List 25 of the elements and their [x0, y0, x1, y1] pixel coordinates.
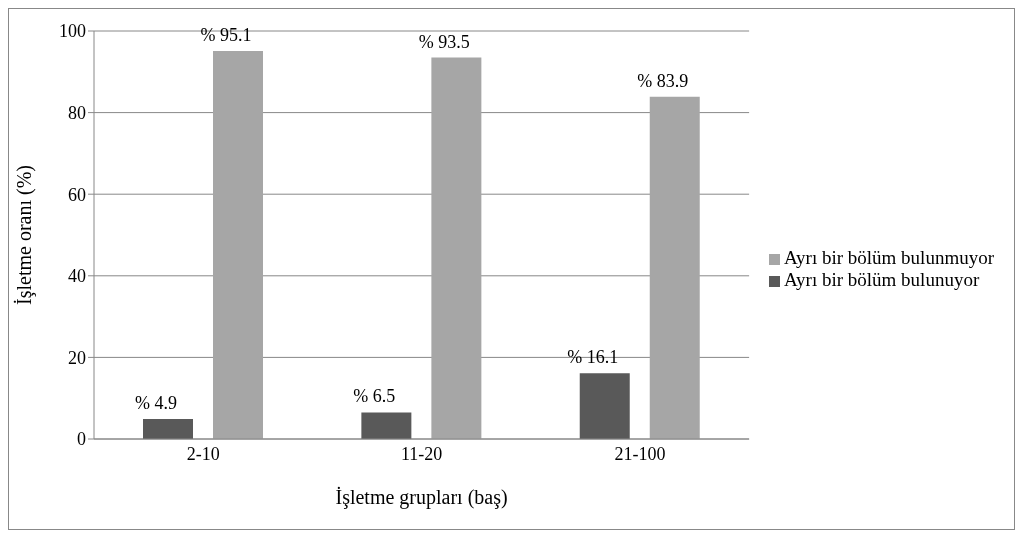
y-tick-label: 60 — [68, 184, 86, 205]
data-label: % 6.5 — [353, 386, 396, 407]
legend-label: Ayrı bir bölüm bulunuyor — [784, 269, 980, 290]
bar — [431, 57, 482, 439]
y-tick-label: 0 — [77, 429, 86, 450]
x-tick-label: 11-20 — [400, 443, 443, 464]
bar — [361, 412, 412, 439]
bar — [143, 419, 193, 439]
data-label: % 93.5 — [418, 31, 470, 52]
x-tick-label: 2-10 — [186, 443, 220, 464]
y-tick-label: 80 — [68, 102, 86, 123]
y-axis-title: İşletme oranı (%) — [13, 165, 37, 305]
y-tick-label: 100 — [59, 21, 86, 42]
bar — [579, 373, 630, 439]
y-tick-label: 20 — [68, 347, 86, 368]
data-label: % 95.1 — [200, 24, 252, 45]
legend-label: Ayrı bir bölüm bulunmuyor — [784, 247, 994, 268]
y-tick-label: 40 — [68, 266, 86, 287]
bar — [649, 96, 700, 439]
bar — [213, 50, 263, 439]
data-label: % 4.9 — [135, 393, 177, 414]
x-axis-title: İşletme grupları (baş) — [335, 486, 508, 509]
data-label: % 83.9 — [637, 70, 689, 91]
data-label: % 16.1 — [567, 347, 619, 368]
x-tick-label: 21-100 — [614, 443, 666, 464]
